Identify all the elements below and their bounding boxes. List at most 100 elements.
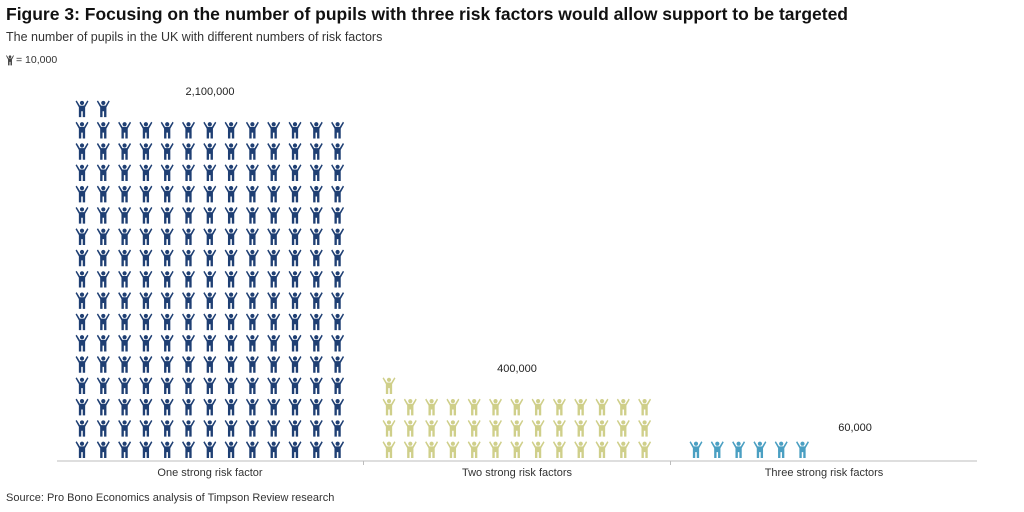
pictogram-icon (331, 185, 345, 203)
pictogram-icon (160, 143, 174, 160)
pictogram-icon (203, 249, 217, 267)
pictogram-icon (182, 377, 195, 395)
pictogram-icon (139, 164, 153, 182)
pictogram-icon (267, 441, 281, 458)
pictogram-icon (75, 419, 89, 437)
pictogram-icon (75, 249, 89, 267)
source-note: Source: Pro Bono Economics analysis of T… (6, 492, 335, 504)
pictogram-icon (288, 121, 302, 139)
pictogram-icon (203, 206, 217, 224)
pictogram-icon (224, 377, 238, 395)
pictogram-icon (139, 398, 153, 416)
pictogram-icon (182, 441, 195, 458)
pictogram-icon (96, 313, 110, 331)
pictogram-icon (182, 398, 195, 416)
pictogram-icon (288, 270, 302, 288)
pictogram-icon (139, 249, 153, 267)
pictogram-icon (118, 419, 132, 437)
pictogram-icon (118, 164, 132, 182)
pictogram-icon (796, 441, 809, 458)
pictogram-icon (160, 206, 174, 224)
pictogram-icon (245, 398, 259, 416)
pictogram-icon (753, 441, 767, 458)
pictogram-icon (118, 356, 132, 373)
pictogram-icon (118, 228, 132, 245)
pictogram-icon (616, 441, 630, 458)
pictogram-icon (139, 270, 153, 288)
pictogram-icon (224, 228, 238, 245)
pictogram-icon (160, 356, 174, 373)
pictogram-icon (616, 419, 630, 437)
pictogram-icon (203, 419, 217, 437)
pictogram-icon (489, 441, 502, 458)
pictogram-icon (331, 164, 345, 182)
pictogram-icon (224, 334, 238, 352)
pictogram-icon (267, 121, 281, 139)
pictogram-icon (96, 206, 110, 224)
pictogram-icon (160, 334, 174, 352)
pictogram-icon (224, 441, 238, 458)
pictogram-icon (224, 206, 238, 224)
pictogram-icon (75, 292, 89, 309)
pictogram-icon (267, 334, 281, 352)
pictogram-icon (224, 313, 238, 331)
pictogram-icon (96, 377, 110, 395)
pictogram-icon (531, 419, 545, 437)
pictogram-icon (267, 228, 281, 245)
pictogram-icon (224, 292, 238, 309)
pictogram-icon (309, 206, 323, 224)
pictogram-icon (267, 185, 281, 203)
pictogram-icon (75, 270, 89, 288)
pictogram-icon (245, 206, 259, 224)
pictogram-icon (75, 441, 89, 458)
pictogram-icon (403, 441, 417, 458)
pictogram-icon (245, 334, 259, 352)
pictogram-icon (96, 270, 110, 288)
data-label: 400,000 (497, 363, 537, 375)
pictogram-icon (267, 164, 281, 182)
pictogram-icon (182, 206, 195, 224)
pictogram-icon (203, 398, 217, 416)
pictogram-icon (160, 164, 174, 182)
pictogram-icon (182, 270, 195, 288)
pictogram-icon (510, 398, 524, 416)
pictogram-icon (224, 249, 238, 267)
pictogram-icon (425, 398, 439, 416)
pictogram-icon (96, 100, 110, 118)
pictogram-icon (203, 313, 217, 331)
pictogram-icon (331, 419, 345, 437)
pictogram-icon (309, 398, 323, 416)
pictogram-icon (96, 228, 110, 245)
pictogram-icon (331, 249, 345, 267)
pictogram-icon (203, 270, 217, 288)
pictogram-icon (203, 121, 217, 139)
pictogram-icon (638, 398, 652, 416)
pictogram-icon (574, 398, 588, 416)
pictogram-icon (224, 164, 238, 182)
pictogram-icon (203, 228, 217, 245)
pictogram-icon (467, 398, 481, 416)
pictogram-icon (331, 441, 345, 458)
pictogram-icon (139, 377, 153, 395)
pictogram-icon (331, 377, 345, 395)
pictogram-icon (489, 419, 502, 437)
pictogram-icon (267, 206, 281, 224)
pictogram-icon (224, 270, 238, 288)
pictogram-icon (309, 228, 323, 245)
pictogram-icon (96, 292, 110, 309)
pictogram-icon (288, 356, 302, 373)
pictogram-icon (331, 313, 345, 331)
pictogram-icon (203, 441, 217, 458)
pictogram-icon (224, 185, 238, 203)
pictogram-icon (75, 206, 89, 224)
pictogram-icon (245, 228, 259, 245)
pictogram-icon (552, 419, 566, 437)
pictogram-icon (118, 185, 132, 203)
pictogram-icon (118, 377, 132, 395)
pictogram-icon (382, 377, 396, 395)
pictogram-icon (331, 356, 345, 373)
pictogram-icon (118, 334, 132, 352)
pictogram-icon (309, 334, 323, 352)
pictogram-icon (288, 164, 302, 182)
pictogram-icon (182, 419, 195, 437)
